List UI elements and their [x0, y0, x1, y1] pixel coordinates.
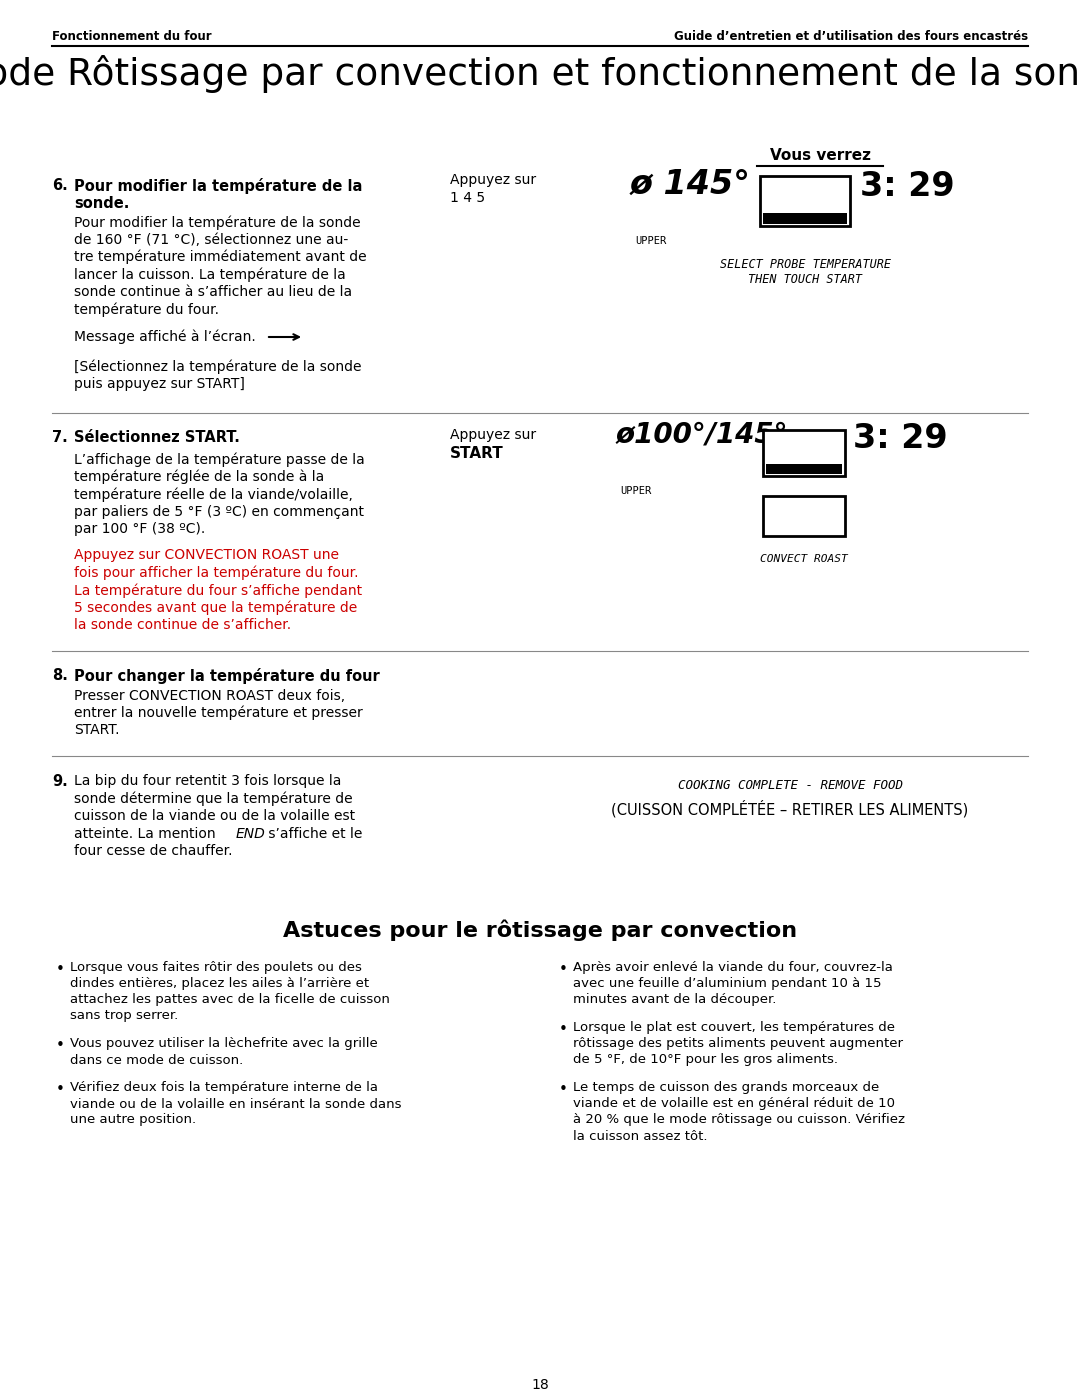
Text: viande ou de la volaille en insérant la sonde dans: viande ou de la volaille en insérant la …: [70, 1098, 402, 1111]
Text: rôtissage des petits aliments peuvent augmenter: rôtissage des petits aliments peuvent au…: [573, 1038, 903, 1051]
Text: attachez les pattes avec de la ficelle de cuisson: attachez les pattes avec de la ficelle d…: [70, 993, 390, 1006]
Text: 7.: 7.: [52, 430, 68, 446]
Text: END: END: [237, 827, 266, 841]
Text: Appuyez sur: Appuyez sur: [450, 173, 536, 187]
Text: viande et de volaille est en général réduit de 10: viande et de volaille est en général réd…: [573, 1098, 895, 1111]
Text: •: •: [56, 1038, 65, 1052]
Text: THEN TOUCH START: THEN TOUCH START: [748, 272, 862, 286]
Text: par paliers de 5 °F (3 ºC) en commençant: par paliers de 5 °F (3 ºC) en commençant: [75, 504, 364, 520]
Bar: [762, 429, 845, 475]
Text: START.: START.: [75, 724, 120, 738]
Text: ø100°/145°: ø100°/145°: [615, 420, 787, 448]
Text: la cuisson assez tôt.: la cuisson assez tôt.: [573, 1130, 707, 1143]
Text: ø 145°: ø 145°: [630, 168, 751, 201]
Text: température réglée de la sonde à la: température réglée de la sonde à la: [75, 469, 324, 485]
Text: 8.: 8.: [52, 669, 68, 683]
Text: START: START: [450, 446, 503, 461]
Text: puis appuyez sur START]: puis appuyez sur START]: [75, 377, 245, 391]
Bar: [760, 176, 850, 226]
Text: Vous pouvez utiliser la lèchefrite avec la grille: Vous pouvez utiliser la lèchefrite avec …: [70, 1038, 378, 1051]
Text: température réelle de la viande/volaille,: température réelle de la viande/volaille…: [75, 488, 353, 502]
Text: CONVECT ROAST: CONVECT ROAST: [760, 553, 848, 563]
Text: température du four.: température du four.: [75, 303, 219, 317]
Text: avec une feuille d’aluminium pendant 10 à 15: avec une feuille d’aluminium pendant 10 …: [573, 978, 881, 990]
Text: lancer la cuisson. La température de la: lancer la cuisson. La température de la: [75, 267, 346, 282]
Text: tre température immédiatement avant de: tre température immédiatement avant de: [75, 250, 366, 264]
Text: Pour changer la température du four: Pour changer la température du four: [75, 669, 380, 685]
Text: Lorsque vous faites rôtir des poulets ou des: Lorsque vous faites rôtir des poulets ou…: [70, 961, 362, 975]
Text: Pour modifier la température de la sonde: Pour modifier la température de la sonde: [75, 215, 361, 229]
Text: Astuces pour le rôtissage par convection: Astuces pour le rôtissage par convection: [283, 919, 797, 942]
Text: s’affiche et le: s’affiche et le: [264, 827, 363, 841]
Text: de 5 °F, de 10°F pour les gros aliments.: de 5 °F, de 10°F pour les gros aliments.: [573, 1053, 838, 1066]
Text: UPPER: UPPER: [635, 236, 666, 246]
Text: atteinte. La mention: atteinte. La mention: [75, 827, 220, 841]
Text: COOKING COMPLETE - REMOVE FOOD: COOKING COMPLETE - REMOVE FOOD: [677, 780, 903, 792]
Text: [Sélectionnez la température de la sonde: [Sélectionnez la température de la sonde: [75, 359, 362, 374]
Text: entrer la nouvelle température et presser: entrer la nouvelle température et presse…: [75, 705, 363, 721]
Text: 9.: 9.: [52, 774, 68, 789]
Text: Vérifiez deux fois la température interne de la: Vérifiez deux fois la température intern…: [70, 1081, 378, 1094]
Text: Fonctionnement du four: Fonctionnement du four: [52, 29, 212, 43]
Text: •: •: [56, 1081, 65, 1097]
Text: Presser CONVECTION ROAST deux fois,: Presser CONVECTION ROAST deux fois,: [75, 689, 346, 703]
Text: •: •: [559, 1081, 568, 1097]
Text: sonde continue à s’afficher au lieu de la: sonde continue à s’afficher au lieu de l…: [75, 285, 352, 299]
Text: minutes avant de la découper.: minutes avant de la découper.: [573, 993, 777, 1006]
Text: SELECT PROBE TEMPERATURE: SELECT PROBE TEMPERATURE: [719, 258, 891, 271]
Text: Sélectionnez START.: Sélectionnez START.: [75, 430, 240, 446]
Text: •: •: [56, 961, 65, 977]
Text: Appuyez sur CONVECTION ROAST une: Appuyez sur CONVECTION ROAST une: [75, 548, 339, 562]
Text: •: •: [559, 961, 568, 977]
Text: Vous verrez: Vous verrez: [769, 148, 870, 163]
Text: Pour modifier la température de la: Pour modifier la température de la: [75, 177, 363, 194]
Text: par 100 °F (38 ºC).: par 100 °F (38 ºC).: [75, 522, 205, 536]
Text: Appuyez sur: Appuyez sur: [450, 427, 536, 441]
Text: UPPER: UPPER: [620, 486, 651, 496]
Text: 3: 29: 3: 29: [860, 170, 955, 203]
Text: sonde.: sonde.: [75, 196, 130, 211]
Text: 18: 18: [531, 1377, 549, 1391]
Text: 6.: 6.: [52, 177, 68, 193]
Text: fois pour afficher la température du four.: fois pour afficher la température du fou…: [75, 566, 359, 580]
Text: sonde détermine que la température de: sonde détermine que la température de: [75, 792, 353, 806]
Text: Le temps de cuisson des grands morceaux de: Le temps de cuisson des grands morceaux …: [573, 1081, 879, 1094]
Text: dans ce mode de cuisson.: dans ce mode de cuisson.: [70, 1053, 243, 1066]
Bar: [766, 464, 842, 474]
Text: •: •: [559, 1021, 568, 1037]
Text: L’affichage de la température passe de la: L’affichage de la température passe de l…: [75, 453, 365, 467]
Text: cuisson de la viande ou de la volaille est: cuisson de la viande ou de la volaille e…: [75, 809, 355, 823]
Text: four cesse de chauffer.: four cesse de chauffer.: [75, 844, 232, 858]
Text: (CUISSON COMPLÉTÉE – RETIRER LES ALIMENTS): (CUISSON COMPLÉTÉE – RETIRER LES ALIMENT…: [611, 800, 969, 817]
Text: La bip du four retentit 3 fois lorsque la: La bip du four retentit 3 fois lorsque l…: [75, 774, 341, 788]
Text: Guide d’entretien et d’utilisation des fours encastrés: Guide d’entretien et d’utilisation des f…: [674, 29, 1028, 43]
Text: Message affiché à l’écran.: Message affiché à l’écran.: [75, 330, 256, 345]
Text: la sonde continue de s’afficher.: la sonde continue de s’afficher.: [75, 617, 292, 631]
Bar: [762, 496, 845, 535]
Text: Lorsque le plat est couvert, les températures de: Lorsque le plat est couvert, les tempéra…: [573, 1021, 895, 1035]
Text: La température du four s’affiche pendant: La température du four s’affiche pendant: [75, 583, 362, 598]
Text: dindes entières, placez les ailes à l’arrière et: dindes entières, placez les ailes à l’ar…: [70, 978, 369, 990]
Text: 1 4 5: 1 4 5: [450, 191, 485, 205]
Text: sans trop serrer.: sans trop serrer.: [70, 1010, 178, 1023]
Text: une autre position.: une autre position.: [70, 1113, 197, 1126]
Bar: [762, 212, 847, 224]
Text: 3: 29: 3: 29: [853, 422, 947, 455]
Text: à 20 % que le mode rôtissage ou cuisson. Vérifiez: à 20 % que le mode rôtissage ou cuisson.…: [573, 1113, 905, 1126]
Text: de 160 °F (71 °C), sélectionnez une au-: de 160 °F (71 °C), sélectionnez une au-: [75, 232, 348, 246]
Text: Après avoir enlevé la viande du four, couvrez-la: Après avoir enlevé la viande du four, co…: [573, 961, 893, 975]
Text: 5 secondes avant que la température de: 5 secondes avant que la température de: [75, 601, 357, 615]
Text: Mode Rôtissage par convection et fonctionnement de la sonde: Mode Rôtissage par convection et fonctio…: [0, 54, 1080, 94]
